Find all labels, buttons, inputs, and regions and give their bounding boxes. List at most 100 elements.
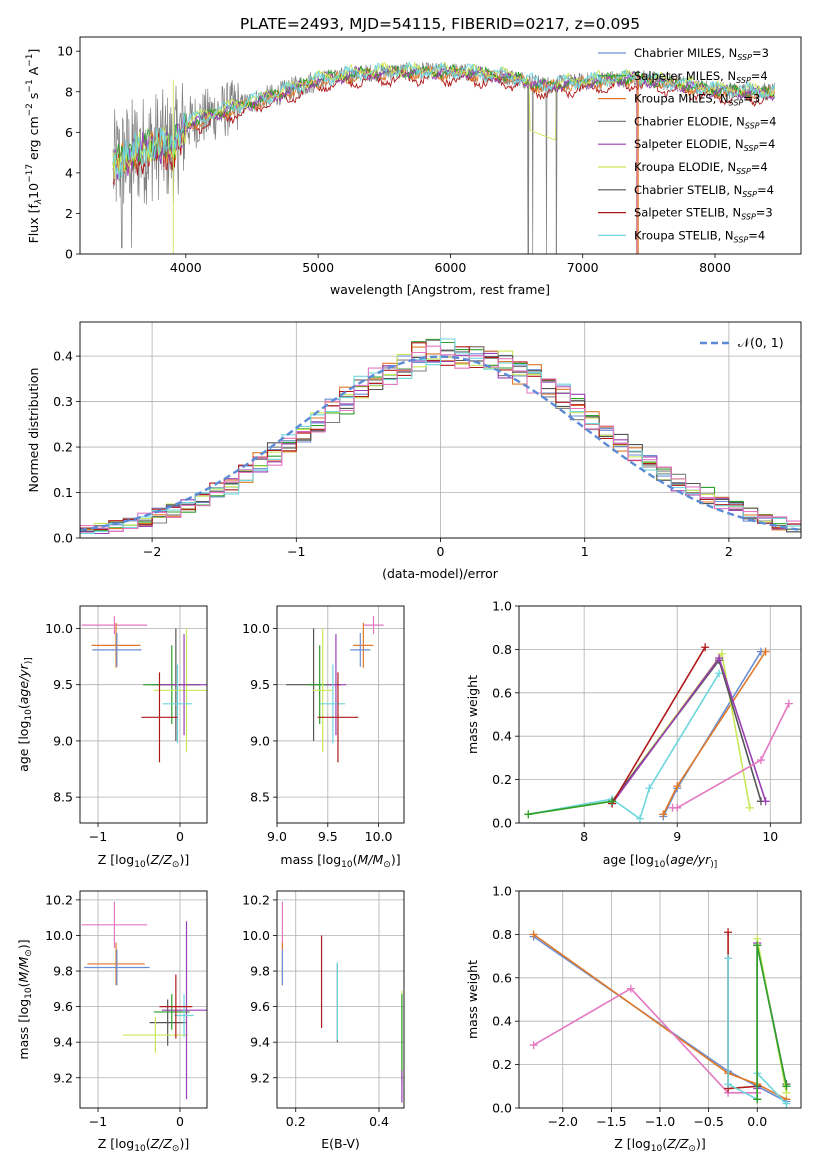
label-part: )]: [696, 1136, 706, 1151]
axes-frame: [79, 36, 802, 255]
x-tick-label: 8: [580, 829, 588, 844]
label-part: Z [log: [614, 1136, 650, 1151]
y-tick-label: 10.0: [45, 621, 73, 636]
series-line: [727, 932, 758, 1090]
y-tick-label: 0.4: [53, 349, 73, 364]
legend-sub: SSP: [744, 144, 759, 153]
spectrum-panel: 4000 5000 6000 7000 8000 0 2 4 6 8 10 wavelength [A…: [25, 36, 802, 297]
x-tick-label: −1.0: [645, 1114, 675, 1129]
legend-text: =4: [757, 183, 774, 197]
label-part: 10: [651, 1144, 663, 1154]
legend-entry: Chabrier STELIB, NSSP=4: [634, 183, 774, 199]
label-part: 10: [24, 987, 34, 999]
x-tick-label: 0: [437, 544, 445, 559]
series-point: [673, 803, 682, 812]
y-tick-label: 8.5: [53, 790, 73, 805]
label-part: )]: [16, 939, 31, 949]
y-tick-label: 0.0: [53, 531, 73, 546]
series-line: [611, 658, 762, 802]
y-axis-label: mass weight: [465, 960, 480, 1039]
plot-area: [81, 616, 207, 763]
series-line: [662, 651, 767, 815]
y-axis-label: mass weight: [465, 675, 480, 754]
label-part: ⊙: [24, 949, 34, 957]
label-part: ⊙: [172, 860, 180, 870]
legend-sub: SSP: [737, 53, 752, 62]
y-tick-label: 9.2: [250, 1070, 270, 1085]
label-part: M/M: [16, 956, 31, 982]
x-tick-label: −1: [287, 544, 305, 559]
series-point: [715, 669, 724, 678]
legend-text: Chabrier ELODIE, N: [634, 114, 745, 128]
series-point: [724, 954, 733, 963]
x-tick-label: 8000: [699, 260, 731, 275]
model-spectrum-line: [112, 61, 775, 179]
legend-sub: SSP: [734, 235, 749, 244]
x-tick-label: 6000: [435, 260, 467, 275]
x-tick-label: 10: [762, 829, 778, 844]
legend-text: Salpeter STELIB, N: [634, 206, 741, 220]
series-point: [673, 782, 682, 791]
age-vs-metallicity-panel: −1 08.59.09.510.0Z [log10(Z/Z⊙)]age [log1…: [16, 605, 208, 870]
y-axis-label: age [log10(age/yr)]: [16, 657, 34, 772]
x-tick-label: −2: [143, 544, 161, 559]
y-tick-label: 9.0: [53, 733, 73, 748]
x-tick-label: 9: [673, 829, 681, 844]
x-tick-label: 4000: [170, 260, 202, 275]
legend-text: Kroupa ELODIE, N: [634, 160, 736, 174]
axes-frame: [79, 321, 802, 539]
grid: [519, 605, 801, 824]
label-part: Z [log: [98, 1136, 134, 1151]
label-part: −1: [25, 79, 35, 92]
series-point: [782, 1099, 791, 1108]
label-part: (: [662, 1136, 667, 1151]
mass-vs-metallicity-panel: −1 09.29.49.69.810.010.2Z [log10(Z/Z⊙)]ma…: [16, 890, 208, 1154]
y-tick-label: 10.0: [242, 621, 270, 636]
y-axis-label: Normed distribution: [26, 368, 41, 493]
legend-sub: SSP: [736, 76, 751, 85]
label-part: (: [146, 852, 151, 867]
x-tick-label: −2.0: [548, 1114, 578, 1129]
label-part: −2: [25, 103, 35, 116]
legend-text: Kroupa STELIB, N: [634, 228, 734, 242]
model-spectrum-line: [112, 65, 775, 180]
legend-entry: Salpeter ELODIE, NSSP=4: [634, 137, 775, 153]
legend-text: Salpeter ELODIE, N: [634, 137, 744, 151]
legend-sub: SSP: [736, 167, 751, 176]
plot-area: [80, 338, 801, 535]
y-tick-label: 9.4: [53, 1035, 73, 1050]
y-tick-label: 4: [65, 165, 73, 180]
legend-text: Salpeter MILES, N: [634, 69, 736, 83]
x-axis-label: mass [log10(M/M⊙)]: [280, 852, 400, 870]
series-point: [645, 784, 654, 793]
residual-histogram-panel: −2 −1 0 1 2 0.0 0.1 0.2 0.3 0.4 𝒩(0, 1) (data-model…: [26, 321, 802, 581]
axes-frame: [79, 605, 208, 824]
y-axis-label: Flux [fλ10−17 erg cm−2 s−1 A−1]: [25, 49, 44, 244]
axes-frame: [276, 605, 405, 824]
label-part: 10: [654, 860, 666, 870]
legend-text: =4: [758, 137, 775, 151]
y-tick-label: 0.0: [492, 816, 512, 831]
y-tick-label: 0.4: [492, 1014, 512, 1029]
label-part: s: [26, 93, 41, 104]
x-tick-label: −1.5: [596, 1114, 626, 1129]
axes-frame: [276, 890, 405, 1109]
series-line: [756, 945, 788, 1100]
model-spectrum-line: [112, 60, 775, 179]
legend-entry: 𝒩(0, 1): [738, 335, 784, 350]
series-line: [533, 987, 758, 1094]
x-axis-label: Z [log10(Z/Z⊙)]: [614, 1136, 705, 1154]
y-tick-label: 9.6: [53, 999, 73, 1014]
label-part: Z [log: [98, 852, 134, 867]
y-tick-label: 0.6: [492, 970, 512, 985]
y-tick-label: 1.0: [492, 884, 512, 899]
legend-sub: SSP: [741, 213, 756, 222]
legend-entry: Kroupa ELODIE, NSSP=4: [634, 160, 768, 176]
plot-area: [524, 643, 793, 823]
y-tick-label: 0.1: [53, 485, 73, 500]
x-tick-label: 1: [581, 544, 589, 559]
grid: [80, 891, 207, 1108]
y-tick-label: 8: [65, 84, 73, 99]
label-part: ⊙: [688, 1144, 696, 1154]
x-axis-label: wavelength [Angstrom, rest frame]: [330, 282, 550, 297]
